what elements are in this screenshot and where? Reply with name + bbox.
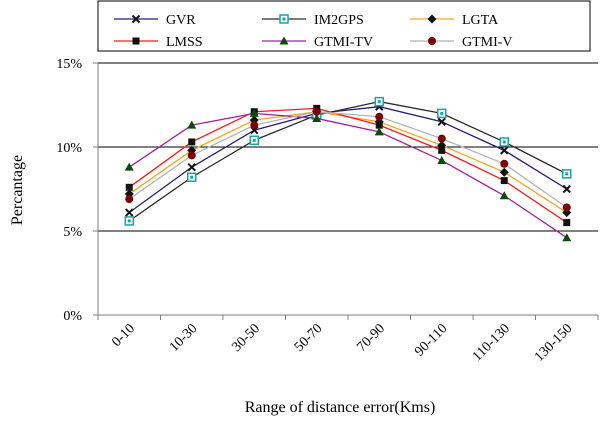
x-tick-label: 90-110 (412, 321, 450, 359)
y-tick-label: 15% (56, 57, 82, 72)
data-point-gvr (125, 208, 134, 217)
data-point-lmss (375, 121, 383, 129)
legend-marker (428, 37, 436, 45)
gridlines (98, 62, 598, 316)
data-point-lmss (438, 146, 446, 154)
data-point-gtmi-v (562, 203, 571, 212)
legend-item-lmss: LMSS (114, 35, 203, 50)
data-point-im2gps-inner (565, 172, 569, 176)
legend-marker-inner (282, 17, 286, 21)
series-line-lmss (128, 107, 568, 224)
series-line-gtmi-v (128, 111, 568, 209)
data-point-im2gps-inner (440, 111, 444, 115)
data-point-gtmi-tv (499, 191, 509, 200)
y-axis-title: Percantage (9, 155, 26, 225)
data-point-im2gps-inner (502, 140, 506, 144)
data-point-im2gps-inner (252, 138, 256, 142)
legend-label: LMSS (166, 35, 203, 50)
data-point-gtmi-tv (437, 155, 447, 164)
legend-label: LGTA (462, 13, 499, 28)
series-gtmi-tv (124, 108, 572, 242)
data-point-lmss (500, 177, 508, 185)
y-tick-label: 0% (63, 309, 82, 324)
data-point-lmss (188, 138, 196, 146)
data-point-gtmi-v (500, 159, 509, 168)
legend-marker (279, 36, 289, 45)
x-axis-title: Range of distance error(Kms) (245, 399, 436, 416)
x-tick-label: 110-130 (470, 321, 513, 364)
axes (93, 62, 599, 320)
series-line-im2gps (128, 100, 568, 222)
legend-marker (131, 14, 141, 24)
legend-label: IM2GPS (314, 13, 364, 28)
x-tick-label: 130-150 (532, 321, 576, 365)
data-point-gtmi-v (250, 121, 259, 130)
legend-label: GVR (166, 13, 196, 28)
x-tick-label: 10-30 (167, 321, 201, 355)
y-tick-label: 10% (56, 141, 82, 156)
data-point-lmss (563, 219, 571, 227)
legend-item-gtmi-v: GTMI-V (410, 35, 513, 50)
series-gtmi-v (125, 107, 571, 212)
legend-label: GTMI-V (462, 35, 513, 50)
x-tick-labels: 0-10 10-30 30-50 50-70 70-90 90-110 110-130 130… (109, 321, 575, 365)
data-point-lmss (125, 183, 133, 191)
data-point-gtmi-tv (124, 162, 134, 171)
data-point-gvr (500, 146, 509, 155)
x-tick-label: 70-90 (354, 321, 388, 355)
series-lines (124, 96, 572, 242)
data-point-lgta (499, 167, 509, 177)
legend-box (97, 0, 591, 52)
data-point-gtmi-v (187, 151, 196, 160)
data-point-gtmi-v (375, 112, 384, 121)
legend-item-im2gps: IM2GPS (262, 13, 364, 28)
legend-label: GTMI-TV (314, 35, 373, 50)
x-tick-label: 50-70 (292, 321, 326, 355)
data-point-gtmi-tv (562, 233, 572, 242)
x-tick-label: 0-10 (109, 321, 138, 350)
data-point-gvr (437, 117, 446, 127)
legend-marker (427, 14, 437, 24)
data-point-gvr (187, 162, 196, 172)
legend-item-gtmi-tv: GTMI-TV (262, 35, 373, 50)
series-line-gtmi-tv (128, 112, 568, 239)
data-point-gtmi-v (312, 107, 321, 116)
x-tick-label: 30-50 (229, 321, 263, 355)
data-point-im2gps-inner (127, 219, 131, 223)
legend-item-lgta: LGTA (410, 13, 499, 28)
data-point-gtmi-tv (249, 108, 259, 117)
series-line-gvr (128, 106, 568, 214)
data-point-im2gps-inner (377, 100, 381, 104)
y-tick-labels: 0% 5% 10% 15% (56, 57, 82, 324)
data-point-gtmi-v (437, 134, 446, 143)
y-tick-label: 5% (63, 225, 82, 240)
legend-item-gvr: GVR (114, 13, 196, 28)
data-point-gtmi-tv (312, 113, 322, 122)
data-point-gtmi-tv (374, 127, 384, 136)
data-point-gvr (562, 184, 571, 194)
legend-marker (132, 37, 140, 45)
data-point-im2gps-inner (190, 175, 194, 179)
data-point-gtmi-v (125, 195, 134, 204)
data-point-gtmi-tv (187, 120, 197, 129)
legend: GVR IM2GPS LGTA LMSS GTMI-TV GTMI-V (97, 0, 591, 52)
